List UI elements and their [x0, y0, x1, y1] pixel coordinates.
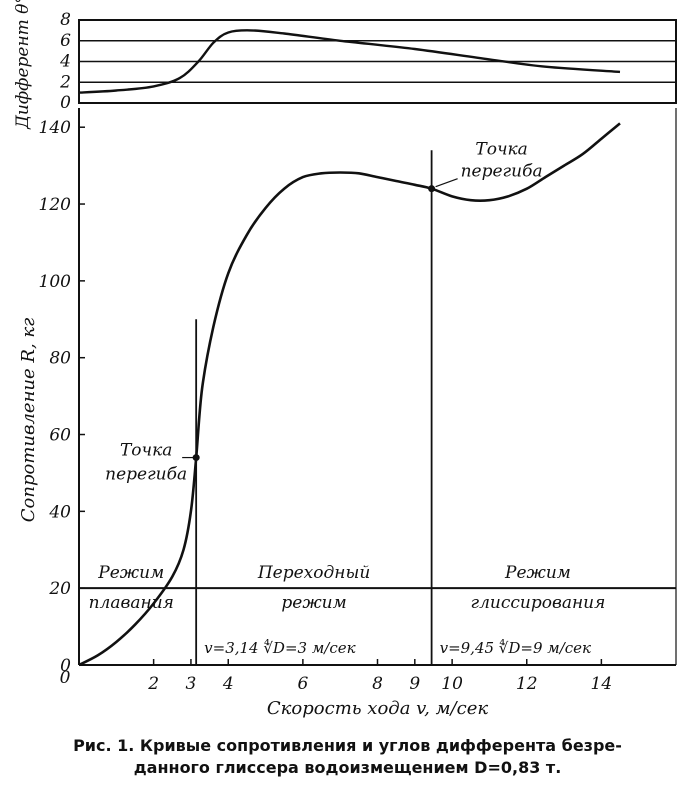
res-x-tick-label: 4 [222, 674, 234, 694]
trim-y-tick-label: 8 [60, 10, 71, 30]
res-y-tick-label: 20 [48, 579, 71, 599]
res-x-tick-label: 6 [297, 674, 308, 694]
res-y-tick-label: 0 [60, 656, 71, 676]
regime-label-bottom: режим [281, 593, 346, 613]
velocity-formula-label: v=9,45 ∜D=9 м/сек [440, 638, 591, 657]
res-x-tick-label: 8 [372, 674, 383, 694]
res-x-axis-label: Скорость хода v, м/сек [267, 698, 488, 719]
res-y-tick-label: 120 [39, 195, 72, 215]
res-origin-label: 0 [60, 668, 71, 688]
res-y-tick-label: 80 [49, 349, 71, 369]
trim-y-tick-label: 6 [60, 31, 71, 51]
caption-line-1: Рис. 1. Кривые сопротивления и углов диф… [73, 736, 622, 755]
res-x-tick-label: 14 [591, 674, 613, 694]
trim-series-line [78, 29, 621, 94]
regime-label-top: Режим [504, 563, 571, 583]
inflection-point-marker [428, 185, 436, 193]
res-y-tick-label: 40 [48, 502, 71, 522]
inflection-label-line1: Точка [120, 441, 172, 461]
inflection-leader-line [435, 178, 458, 188]
inflection-point-marker [192, 454, 200, 462]
regime-label-top: Режим [97, 563, 164, 583]
regime-label-top: Переходный [257, 563, 370, 583]
trim-y-axis-label: Дифферент θ° [13, 0, 33, 130]
inflection-label-line1: Точка [475, 140, 527, 160]
res-x-tick-label: 9 [409, 674, 420, 694]
trim-y-tick-label: 2 [59, 72, 71, 92]
res-y-tick-label: 140 [39, 118, 72, 138]
res-y-tick-label: 100 [39, 272, 72, 292]
trim-y-tick-label: 4 [59, 52, 71, 72]
res-x-tick-label: 3 [186, 674, 197, 694]
regime-label-bottom: глиссирования [470, 593, 605, 613]
regime-label-bottom: плавания [89, 593, 174, 613]
res-x-tick-label: 2 [147, 674, 159, 694]
inflection-label-line2: перегиба [461, 162, 543, 182]
resistance-series-line [78, 122, 621, 667]
res-x-tick-label: 12 [516, 674, 538, 694]
res-x-tick-label: 10 [441, 674, 463, 694]
trim-y-tick-label: 0 [60, 93, 71, 113]
res-y-tick-label: 60 [49, 426, 71, 446]
velocity-formula-label: v=3,14 ∜D=3 м/сек [204, 638, 355, 657]
caption-line-2: данного глиссера водоизмещением D=0,83 т… [133, 758, 562, 777]
figure-caption: Рис. 1. Кривые сопротивления и углов диф… [0, 735, 695, 779]
res-y-axis-label: Сопротивление R, кг [18, 318, 39, 522]
inflection-label-line2: перегиба [105, 465, 187, 485]
